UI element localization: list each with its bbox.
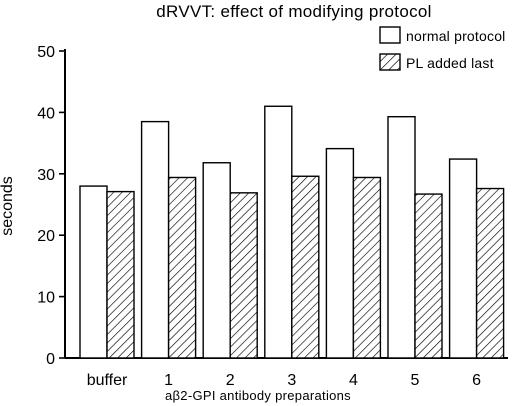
bar-pl-last-5 xyxy=(414,193,443,359)
legend-label: normal protocol xyxy=(406,28,506,44)
y-tick-label: 0 xyxy=(46,351,55,368)
x-tick-label: buffer xyxy=(87,372,128,389)
y-tick-label: 20 xyxy=(37,228,55,245)
x-axis-label: aβ2-GPI antibody preparations xyxy=(165,388,351,403)
x-tick-label: 4 xyxy=(349,372,358,389)
bar-normal-3 xyxy=(264,105,293,359)
chart-title: dRVVT: effect of modifying protocol xyxy=(156,2,431,21)
x-tick-label: 1 xyxy=(164,372,173,389)
y-tick-label: 40 xyxy=(37,105,55,122)
bar-normal-2 xyxy=(202,162,231,359)
bar-pl-last-6 xyxy=(475,187,505,359)
bar-pl-last-1 xyxy=(167,176,197,359)
bar-normal-6 xyxy=(448,158,478,359)
legend-swatch-normal xyxy=(379,26,401,44)
x-tick-label: 3 xyxy=(287,372,296,389)
bar-normal-4 xyxy=(325,147,355,359)
bar-pl-last-buffer xyxy=(106,190,135,359)
x-tick-label: 5 xyxy=(411,372,420,389)
legend-label: PL added last xyxy=(406,55,494,71)
y-tick-label: 50 xyxy=(37,44,55,61)
legend-swatch-pl-last xyxy=(379,53,401,71)
y-axis-label: seconds xyxy=(0,176,16,236)
bar-normal-1 xyxy=(140,120,170,359)
bar-pl-last-2 xyxy=(229,192,258,359)
bar-pl-last-3 xyxy=(291,175,320,359)
y-tick-label: 30 xyxy=(37,167,55,184)
bar-normal-5 xyxy=(387,115,416,359)
x-tick-label: 6 xyxy=(472,372,481,389)
y-tick-label: 10 xyxy=(37,290,55,307)
bar-normal-buffer xyxy=(79,185,108,359)
x-tick-label: 2 xyxy=(226,372,235,389)
bar-pl-last-4 xyxy=(352,176,382,359)
